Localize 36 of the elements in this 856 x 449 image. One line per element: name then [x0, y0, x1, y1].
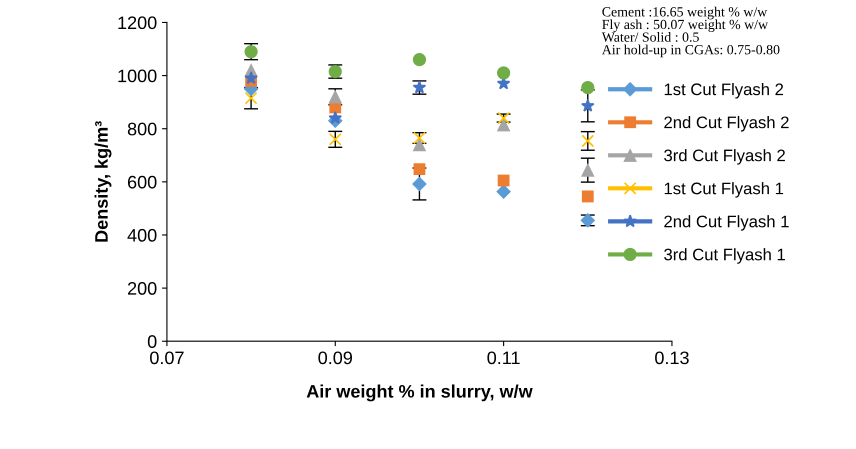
y-tick-label: 1000 — [118, 70, 156, 82]
legend-label: 1st Cut Flyash 1 — [664, 182, 784, 198]
legend-label: 2nd Cut Flyash 2 — [664, 116, 789, 132]
annotation: Cement :16.65 weight % w/w Fly ash : 50.07 weight % w/w Water/ Solid : 0.5 Air hold-up in CGAs: 0.75-0.80 — [602, 6, 780, 58]
y-tick-label: 1200 — [118, 16, 156, 30]
point — [581, 164, 594, 177]
point — [412, 138, 426, 152]
point — [412, 53, 426, 66]
y-tick-label: 800 — [128, 122, 156, 136]
legend-label: 3rd Cut Flyash 1 — [664, 248, 785, 264]
point — [498, 174, 510, 186]
point — [581, 98, 595, 112]
point — [328, 111, 342, 124]
point — [497, 118, 510, 132]
x-tick-label: 0.09 — [318, 351, 352, 364]
point — [414, 163, 426, 175]
y-tick-label: 600 — [128, 176, 156, 189]
point — [412, 176, 427, 192]
point — [497, 66, 510, 80]
point — [582, 190, 594, 202]
point — [581, 80, 594, 94]
x-tick-label: 0.11 — [487, 351, 520, 364]
x-tick-label: 0.13 — [655, 351, 689, 364]
y-tick-label: 400 — [127, 228, 156, 242]
x-tick-label: 0.07 — [150, 351, 184, 364]
legend-label: 1st Cut Flyash 2 — [664, 82, 784, 99]
y-tick-label: 200 — [128, 282, 156, 295]
legend-label: 3rd Cut Flyash 2 — [664, 149, 785, 165]
point — [244, 71, 258, 84]
point — [581, 134, 594, 148]
y-axis-title: Density, kg/m³ — [94, 121, 112, 242]
legend-label: 2nd Cut Flyash 1 — [664, 215, 789, 231]
point — [244, 92, 258, 105]
y-tick-label: 0 — [148, 335, 156, 348]
point — [496, 184, 511, 199]
x-axis-title: Air weight % in slurry, w/w — [306, 384, 533, 402]
